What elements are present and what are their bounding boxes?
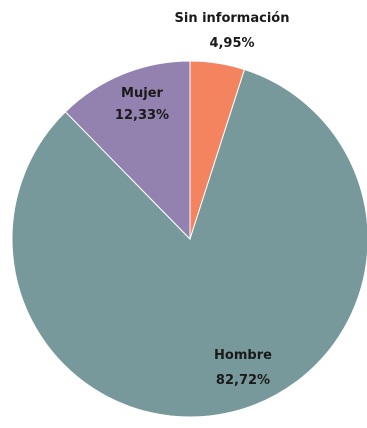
slice-value-mujer: 12,33% (115, 108, 169, 123)
pie-slice-hombre (11, 68, 367, 418)
pie-labels: Sin información 4,95% Mujer 12,33% Hombr… (115, 11, 290, 388)
pie-slice-mujer (64, 60, 191, 241)
slice-label-hombre: Hombre (214, 348, 272, 363)
slice-label-sin-informacion: Sin información (175, 11, 290, 26)
pie-slices (11, 60, 367, 418)
slice-value-hombre: 82,72% (216, 373, 270, 388)
slice-value-sin-informacion: 4,95% (209, 36, 254, 51)
slice-label-mujer: Mujer (121, 86, 163, 101)
